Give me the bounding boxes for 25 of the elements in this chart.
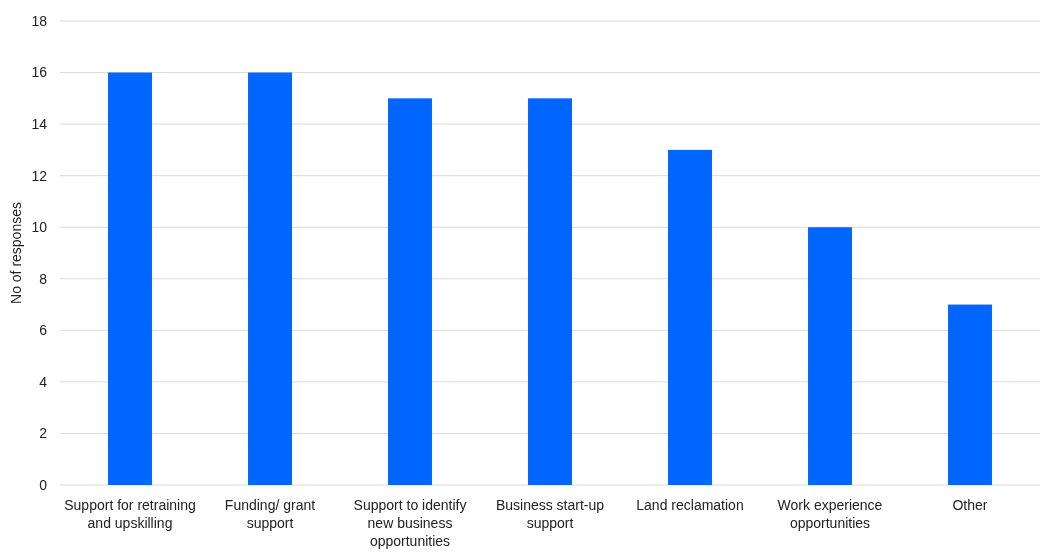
y-tick-label: 6 [39, 322, 48, 339]
y-tick-label: 16 [31, 64, 48, 81]
y-tick-label: 0 [39, 476, 48, 493]
bar [388, 98, 432, 485]
y-tick-label: 10 [31, 219, 48, 236]
y-tick-label: 2 [39, 425, 48, 442]
y-tick-label: 12 [31, 167, 48, 184]
bar [948, 304, 992, 485]
y-axis-title: No of responses [8, 202, 24, 304]
y-tick-label: 14 [31, 116, 48, 133]
bar [248, 72, 292, 485]
y-tick-label: 4 [39, 373, 48, 390]
bar [528, 98, 572, 485]
bar [108, 72, 152, 485]
bar [668, 149, 712, 485]
x-tick-label: Support to identify new business opportunities [353, 497, 467, 549]
x-tick-label: Business start-up support [495, 497, 605, 531]
y-tick-label: 18 [31, 12, 48, 29]
x-tick-label: Land reclamation [636, 497, 744, 513]
x-tick-label: Funding/ grant support [224, 497, 316, 531]
x-tick-label: Support for retraining and upskilling [64, 497, 196, 531]
x-tick-label: Work experience opportunities [777, 497, 883, 531]
x-tick-label: Other [952, 497, 988, 513]
y-tick-label: 8 [39, 270, 48, 287]
bar [808, 227, 852, 485]
